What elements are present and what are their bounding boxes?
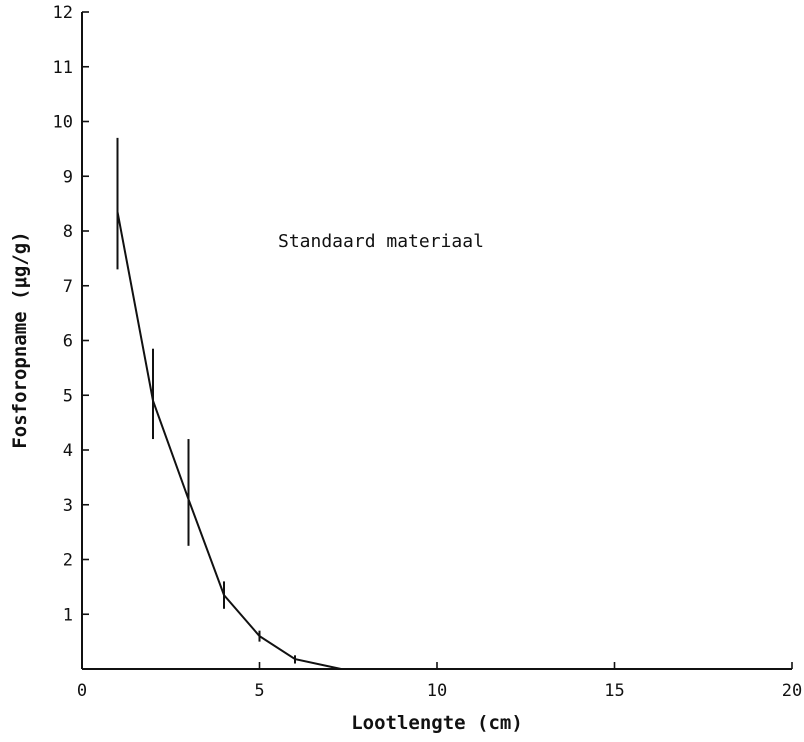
- y-tick-label: 11: [53, 58, 73, 78]
- series-line: [116, 211, 342, 670]
- y-tick-label: 7: [63, 277, 73, 297]
- y-tick-label: 1: [63, 605, 73, 625]
- y-tick-label: 6: [63, 332, 73, 352]
- x-tick-label: 20: [782, 681, 802, 701]
- x-tick-label: 0: [77, 681, 87, 701]
- x-tick-label: 5: [254, 681, 264, 701]
- x-ticks: 0 5 10 15 20: [77, 662, 802, 701]
- y-tick-label: 3: [63, 496, 73, 516]
- y-tick-label: 12: [53, 3, 73, 23]
- x-tick-label: 15: [604, 681, 624, 701]
- y-tick-label: 4: [63, 441, 73, 461]
- y-tick-label: 8: [63, 222, 73, 242]
- chart-annotation: Standaard materiaal: [278, 231, 484, 252]
- y-tick-label: 2: [63, 551, 73, 571]
- axes: [81, 12, 792, 670]
- plot-area: [116, 137, 342, 670]
- y-tick-label: 5: [63, 386, 73, 406]
- x-axis-label: Lootlengte (cm): [351, 712, 523, 734]
- y-tick-label: 9: [63, 167, 73, 187]
- y-tick-label: 10: [53, 113, 73, 133]
- y-axis-label: Fosforopname (μg/g): [9, 231, 31, 448]
- x-tick-label: 10: [427, 681, 447, 701]
